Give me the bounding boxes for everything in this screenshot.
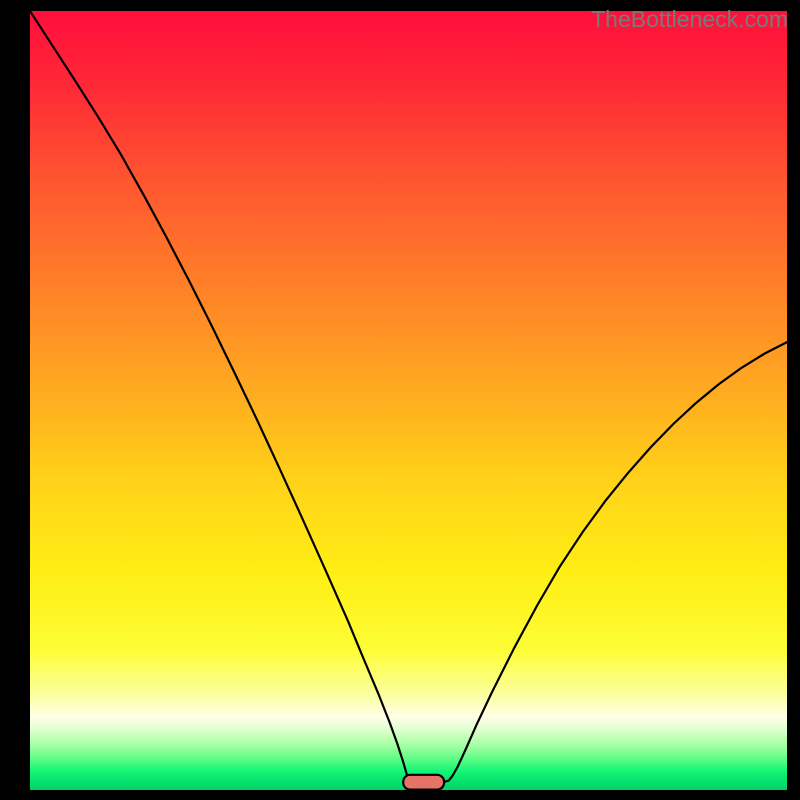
plot-area bbox=[30, 11, 787, 790]
gradient-background bbox=[30, 11, 787, 790]
optimal-marker bbox=[403, 775, 444, 790]
chart-frame: TheBottleneck.com bbox=[0, 0, 800, 800]
plot-svg bbox=[30, 11, 787, 790]
watermark-text: TheBottleneck.com bbox=[591, 6, 788, 33]
